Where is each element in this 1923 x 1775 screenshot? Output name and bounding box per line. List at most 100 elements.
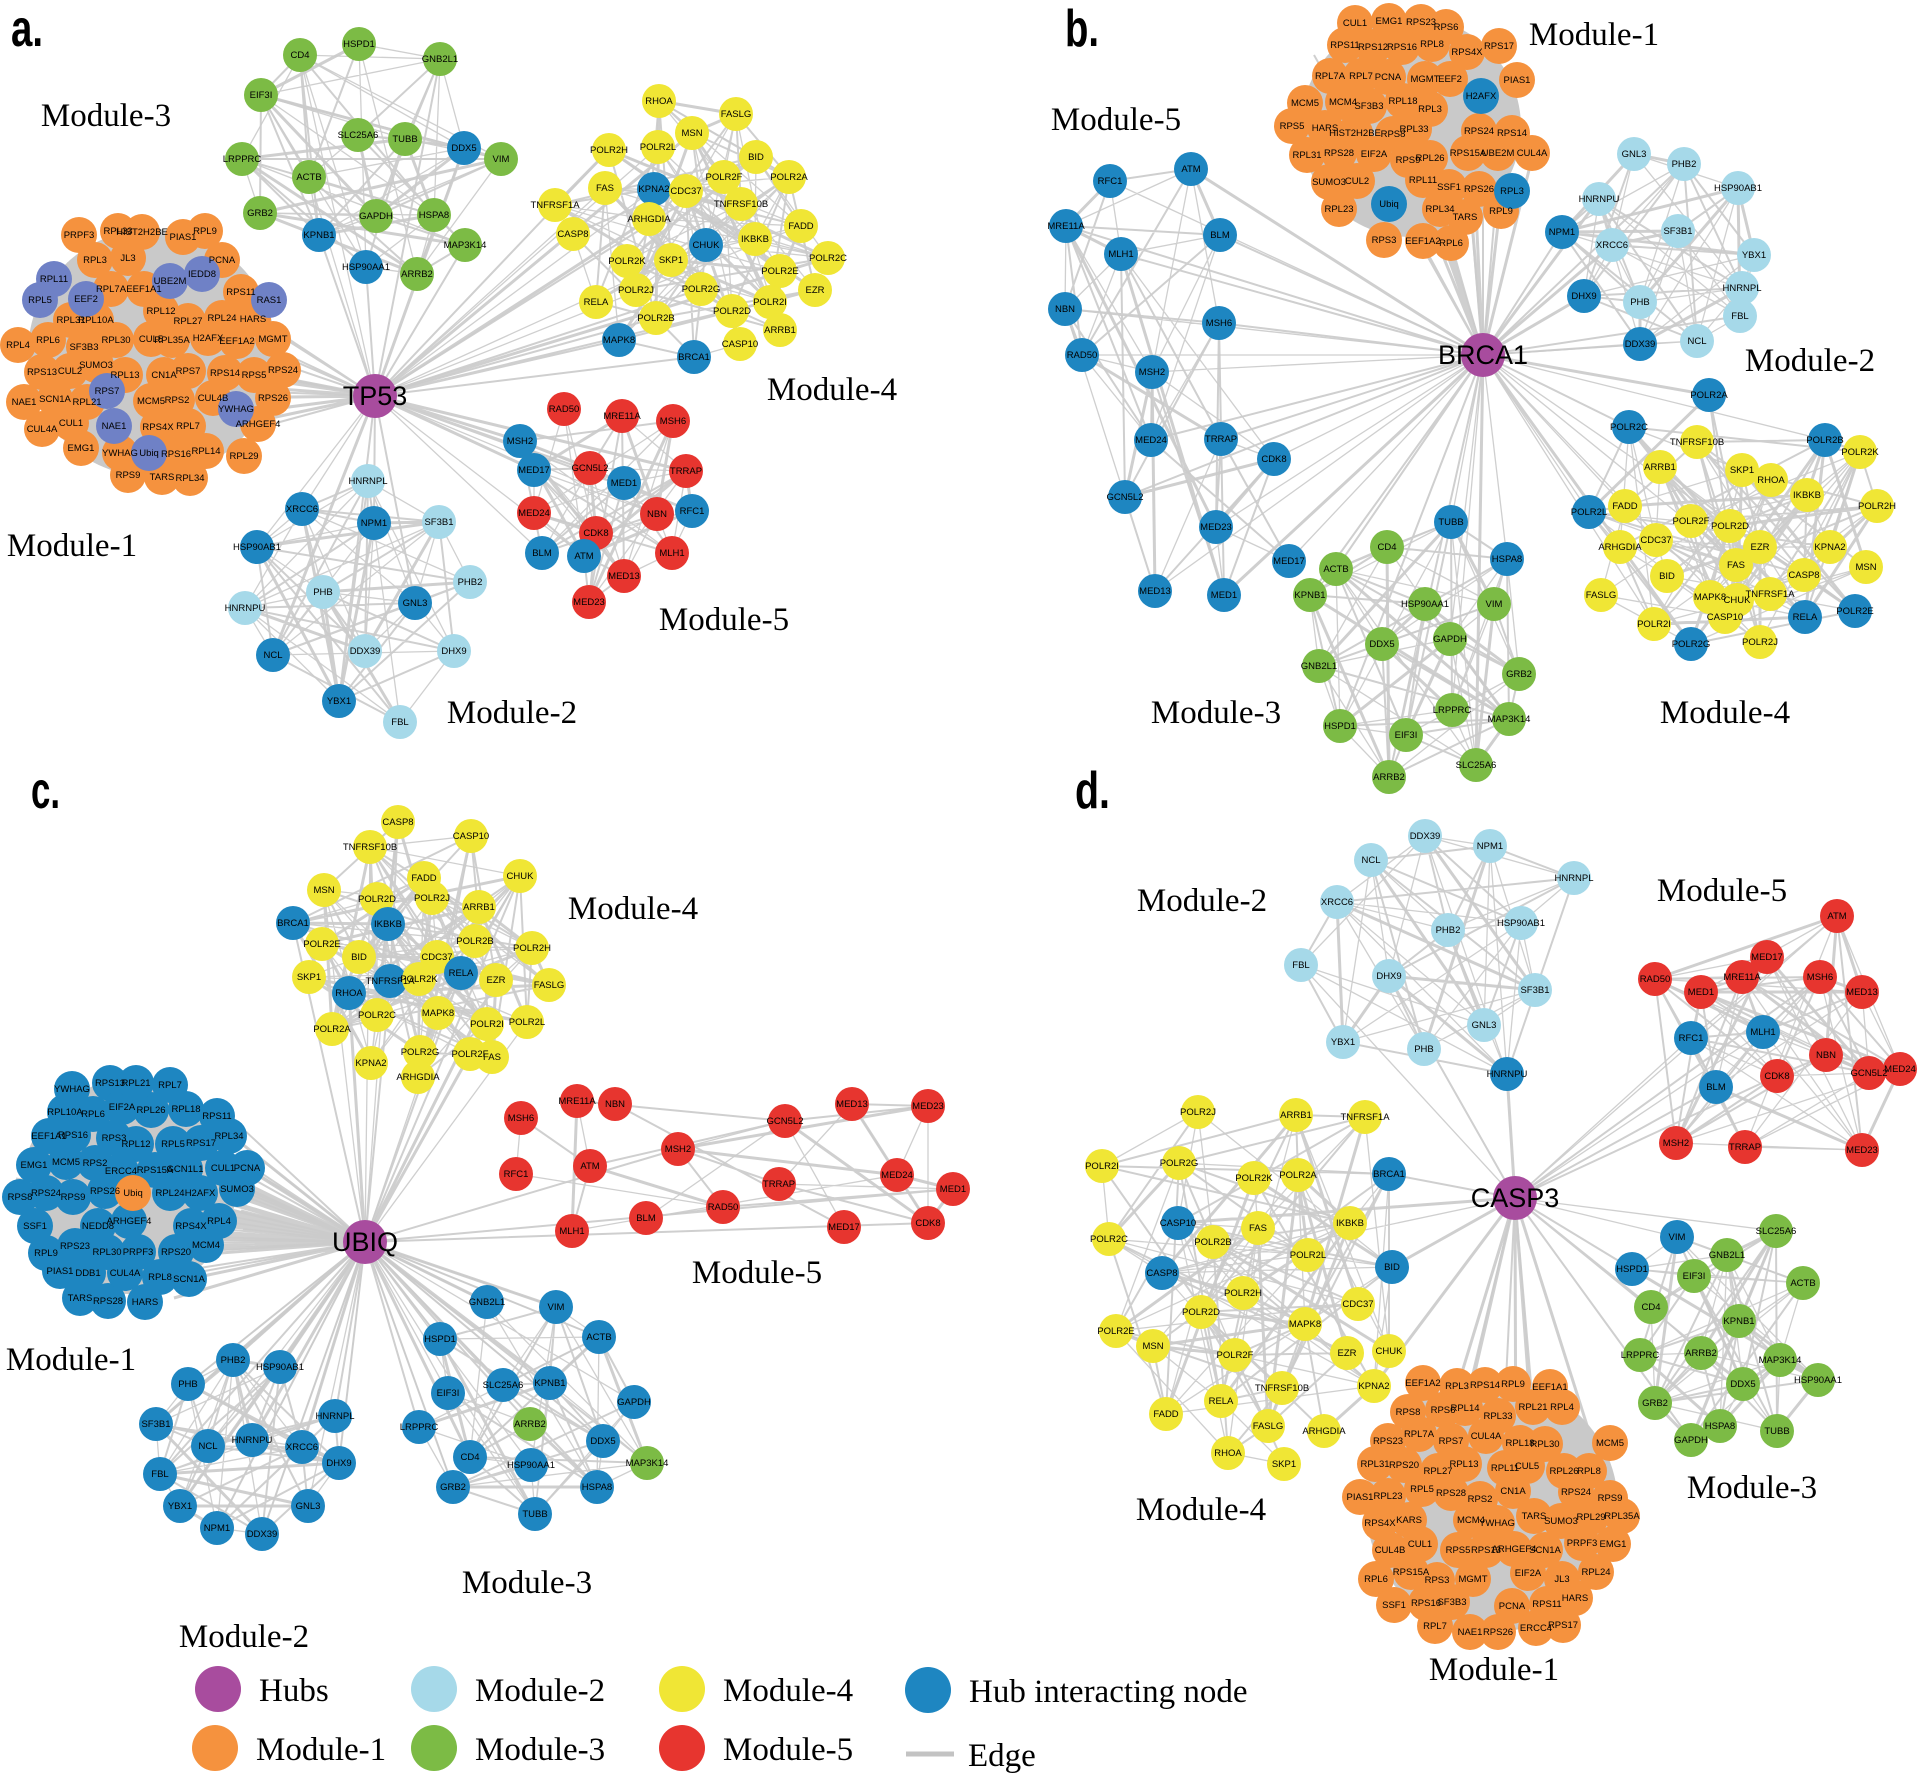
svg-text:SSF1: SSF1 — [1382, 1600, 1406, 1611]
svg-text:MAPK8: MAPK8 — [603, 335, 635, 346]
svg-text:ATM: ATM — [1181, 164, 1200, 175]
svg-text:HNRNPU: HNRNPU — [1487, 1069, 1528, 1080]
svg-text:EMG1: EMG1 — [1376, 16, 1403, 27]
svg-text:CASP3: CASP3 — [1471, 1183, 1560, 1213]
svg-text:RPS13: RPS13 — [27, 367, 57, 378]
svg-text:MSN: MSN — [313, 885, 334, 896]
svg-text:POLR2A: POLR2A — [770, 172, 808, 183]
svg-text:FADD: FADD — [411, 873, 436, 884]
svg-text:RPS26: RPS26 — [258, 393, 288, 404]
svg-text:MCM5: MCM5 — [137, 396, 165, 407]
svg-text:DDX39: DDX39 — [350, 646, 381, 657]
svg-text:CHUK: CHUK — [507, 871, 535, 882]
svg-text:RPL34: RPL34 — [214, 1131, 243, 1142]
svg-text:HSP90AA1: HSP90AA1 — [1401, 599, 1449, 610]
svg-text:MSH6: MSH6 — [1807, 972, 1833, 983]
svg-text:H2AFX: H2AFX — [193, 333, 224, 344]
svg-text:GNB2L1: GNB2L1 — [1709, 1250, 1745, 1261]
svg-text:NPM1: NPM1 — [1549, 227, 1575, 238]
svg-text:Module-1: Module-1 — [1529, 17, 1659, 53]
svg-text:EIF2A: EIF2A — [109, 1102, 136, 1113]
svg-text:RAD50: RAD50 — [1067, 350, 1098, 361]
svg-text:ARRB2: ARRB2 — [1373, 772, 1405, 783]
svg-text:RPL12: RPL12 — [146, 306, 175, 317]
svg-text:RPL18: RPL18 — [1505, 1438, 1534, 1449]
svg-text:RPL23: RPL23 — [1324, 204, 1353, 215]
svg-text:MED13: MED13 — [1846, 987, 1878, 998]
svg-text:TRRAP: TRRAP — [1729, 1142, 1761, 1153]
svg-text:RPL14: RPL14 — [191, 446, 220, 457]
svg-text:TARS: TARS — [1522, 1511, 1547, 1522]
svg-text:SF3B1: SF3B1 — [1663, 226, 1692, 237]
svg-text:POLR2A: POLR2A — [1690, 390, 1728, 401]
svg-text:EZR: EZR — [1751, 542, 1770, 553]
svg-text:MRE11A: MRE11A — [558, 1096, 596, 1107]
svg-text:POLR2G: POLR2G — [1672, 639, 1711, 650]
svg-text:RPL5: RPL5 — [28, 295, 52, 306]
svg-text:SUMO3: SUMO3 — [1312, 177, 1346, 188]
svg-text:ARHGEF4: ARHGEF4 — [236, 419, 281, 430]
svg-text:RPS7: RPS7 — [176, 366, 201, 377]
svg-text:d.: d. — [1075, 762, 1110, 820]
svg-text:POLR2H: POLR2H — [590, 145, 628, 156]
svg-text:RPS17: RPS17 — [186, 1138, 216, 1149]
svg-text:EEF1A1: EEF1A1 — [1532, 1382, 1567, 1393]
svg-text:RPL7A: RPL7A — [96, 284, 127, 295]
svg-text:SUMO3: SUMO3 — [79, 360, 113, 371]
svg-text:RPS26: RPS26 — [90, 1186, 120, 1197]
svg-text:SUMO3: SUMO3 — [1544, 1516, 1578, 1527]
svg-text:RPS3: RPS3 — [1372, 235, 1397, 246]
svg-text:POLR2K: POLR2K — [608, 256, 646, 267]
svg-text:NBN: NBN — [1055, 304, 1075, 315]
svg-text:BLM: BLM — [636, 1213, 656, 1224]
svg-text:CUL2: CUL2 — [1345, 176, 1369, 187]
svg-text:GNL3: GNL3 — [1472, 1020, 1497, 1031]
svg-text:ARHGDIA: ARHGDIA — [1598, 542, 1642, 553]
svg-text:RPL33: RPL33 — [103, 226, 132, 237]
svg-text:GAPDH: GAPDH — [1433, 634, 1467, 645]
svg-text:RPS9: RPS9 — [116, 470, 141, 481]
svg-text:POLR2C: POLR2C — [358, 1010, 396, 1021]
svg-text:RPL7: RPL7 — [176, 421, 200, 432]
svg-text:POLR2D: POLR2D — [358, 894, 396, 905]
svg-text:HNRNPL: HNRNPL — [1722, 283, 1761, 294]
svg-text:MSH2: MSH2 — [1139, 367, 1165, 378]
svg-text:RPS15A: RPS15A — [1450, 148, 1487, 159]
svg-text:Module-3: Module-3 — [475, 1732, 605, 1768]
svg-text:MED24: MED24 — [881, 1170, 913, 1181]
svg-text:UBIQ: UBIQ — [332, 1227, 398, 1257]
svg-text:RPS6: RPS6 — [1434, 22, 1459, 33]
svg-text:RPS24: RPS24 — [31, 1188, 61, 1199]
svg-text:YBX1: YBX1 — [327, 696, 351, 707]
svg-text:RPL6: RPL6 — [1439, 238, 1463, 249]
svg-text:RPL5: RPL5 — [161, 1139, 185, 1150]
svg-text:CASP10: CASP10 — [1707, 612, 1743, 623]
svg-text:MRE11A: MRE11A — [1723, 972, 1761, 983]
svg-text:EZR: EZR — [487, 975, 506, 986]
svg-text:MAPK8: MAPK8 — [422, 1008, 454, 1019]
svg-text:RELA: RELA — [1209, 1396, 1234, 1407]
svg-text:XRCC6: XRCC6 — [1596, 240, 1628, 251]
svg-text:MCM5: MCM5 — [52, 1157, 80, 1168]
svg-text:RPS20: RPS20 — [161, 1247, 191, 1258]
svg-text:RPS4X: RPS4X — [1364, 1518, 1396, 1529]
svg-text:MED23: MED23 — [573, 597, 605, 608]
svg-text:RPL11: RPL11 — [1491, 1463, 1519, 1474]
svg-text:HSPA8: HSPA8 — [419, 210, 449, 221]
svg-text:H2AFX: H2AFX — [185, 1188, 216, 1199]
svg-text:PHB2: PHB2 — [1672, 159, 1697, 170]
svg-text:BID: BID — [1384, 1262, 1400, 1273]
svg-text:NCL: NCL — [1687, 336, 1706, 347]
svg-text:RPS9: RPS9 — [61, 1192, 86, 1203]
svg-text:EIF2A: EIF2A — [1515, 1568, 1542, 1579]
svg-text:RELA: RELA — [1793, 612, 1818, 623]
svg-text:NPM1: NPM1 — [1477, 841, 1503, 852]
svg-text:NBN: NBN — [605, 1099, 625, 1110]
svg-text:CD4: CD4 — [460, 1452, 479, 1463]
svg-text:RPS24: RPS24 — [1464, 126, 1494, 137]
svg-text:RPL29: RPL29 — [1576, 1512, 1605, 1523]
svg-text:RPS5: RPS5 — [1280, 121, 1305, 132]
svg-text:CDC37: CDC37 — [1640, 535, 1671, 546]
svg-text:PHB: PHB — [1414, 1044, 1434, 1055]
svg-text:TARS: TARS — [150, 472, 175, 483]
